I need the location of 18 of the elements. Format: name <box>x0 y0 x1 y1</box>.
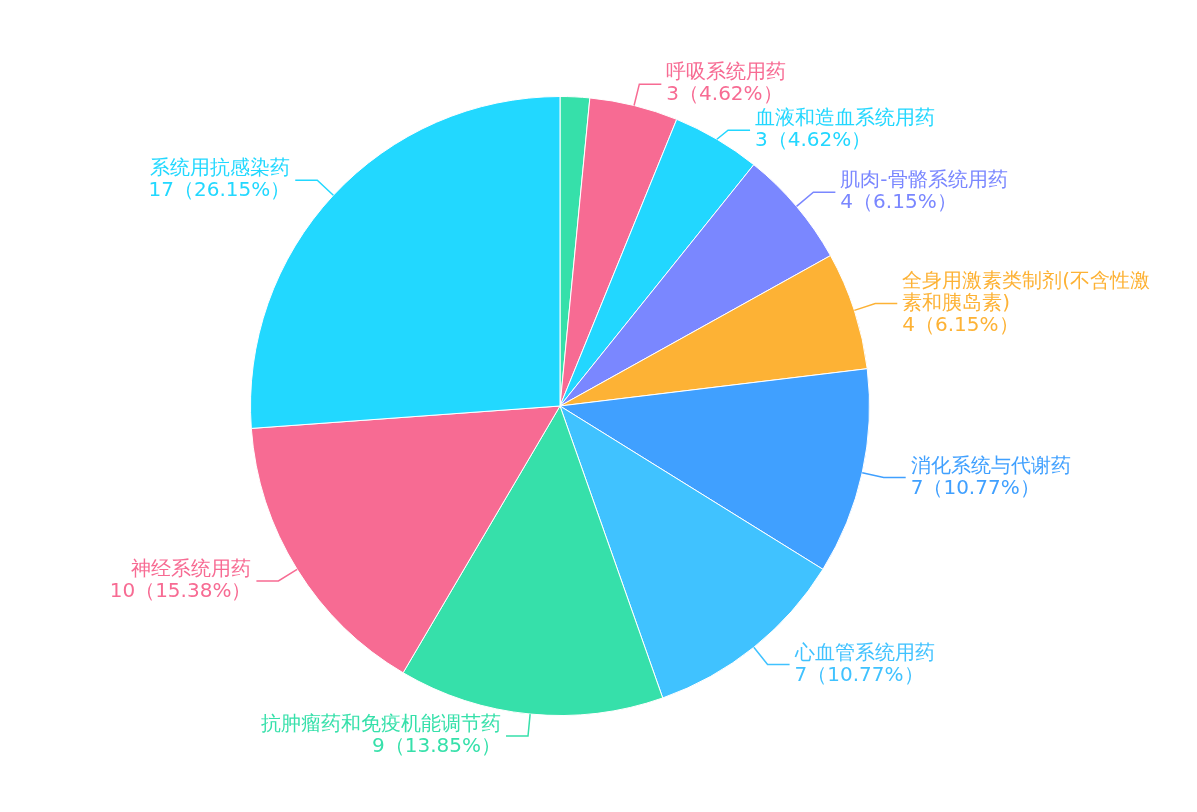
data-label: 7（10.77%） <box>794 661 924 686</box>
data-label: 17（26.15%） <box>148 177 291 202</box>
slice-label: 神经系统用药 <box>131 556 252 581</box>
slice-label: 消化系统与代谢药 <box>910 452 1071 477</box>
data-label: 10（15.38%） <box>109 578 252 603</box>
data-label: 3（4.62%） <box>755 127 872 152</box>
data-label: 7（10.77%） <box>910 474 1040 499</box>
slice-label: 心血管系统用药 <box>793 639 935 664</box>
slice-label: 全身用激素类制剂(不含性激素和胰岛素) <box>902 267 1151 314</box>
data-label: 9（13.85%） <box>372 733 502 758</box>
slice-label: 呼吸系统用药 <box>666 59 787 84</box>
slice-label: 抗肿瘤药和免疫机能调节药 <box>261 711 502 736</box>
slice-label: 系统用抗感染药 <box>150 155 291 180</box>
data-label: 4（6.15%） <box>840 189 957 214</box>
slice-label: 血液和造血系统用药 <box>755 105 936 130</box>
data-label: 3（4.62%） <box>666 81 783 106</box>
data-label: 4（6.15%） <box>902 311 1019 336</box>
slice-label: 肌肉-骨骼系统用药 <box>840 167 1008 192</box>
